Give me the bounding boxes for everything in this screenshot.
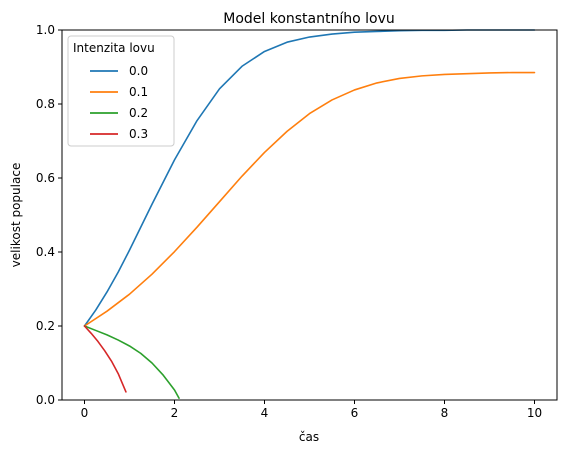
series-line-3	[83, 325, 127, 393]
plot-frame	[61, 29, 558, 401]
y-tick-label: 1.0	[36, 23, 55, 37]
y-tick-label: 0.2	[36, 319, 55, 333]
legend: Intenzita lovu 0.0 0.1 0.2 0.3	[67, 35, 175, 147]
legend-box	[67, 35, 175, 147]
chart-title: Model konstantního lovu	[223, 11, 395, 27]
x-tick-label: 4	[261, 406, 269, 420]
legend-label-1: 0.1	[129, 85, 148, 99]
y-axis-label: velikost populace	[9, 163, 23, 268]
x-tick-label: 6	[351, 406, 359, 420]
x-tick-label: 0	[81, 406, 89, 420]
x-axis-ticks: 0 2 4 6 8 10	[81, 400, 542, 420]
x-tick-label: 8	[441, 406, 449, 420]
legend-label-2: 0.2	[129, 106, 148, 120]
legend-label-3: 0.3	[129, 127, 148, 141]
series-line-2	[83, 325, 180, 399]
legend-title: Intenzita lovu	[73, 41, 155, 55]
x-tick-label: 10	[527, 406, 542, 420]
x-tick-label: 2	[171, 406, 179, 420]
legend-entries: 0.0 0.1 0.2 0.3	[90, 64, 148, 141]
x-axis-label: čas	[299, 430, 319, 444]
y-tick-label: 0.4	[36, 245, 55, 259]
legend-label-0: 0.0	[129, 64, 148, 78]
y-tick-label: 0.0	[36, 393, 55, 407]
y-axis-ticks: 0.0 0.2 0.4 0.6 0.8 1.0	[36, 23, 62, 407]
y-tick-label: 0.6	[36, 171, 55, 185]
y-tick-label: 0.8	[36, 97, 55, 111]
series-line-1	[83, 71, 536, 327]
